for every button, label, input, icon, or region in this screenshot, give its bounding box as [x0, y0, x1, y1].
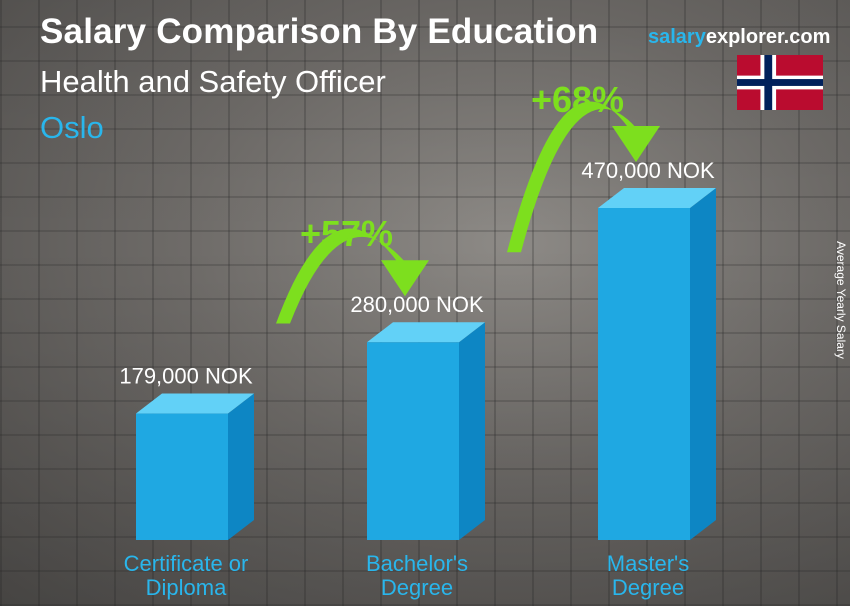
- category-label-2-1: Degree: [612, 575, 684, 600]
- value-label-1: 280,000 NOK: [350, 292, 484, 317]
- city-label: Oslo: [40, 110, 104, 145]
- increase-arrowhead-1: [612, 126, 660, 162]
- bar-1: [367, 342, 459, 540]
- bar-top-1: [367, 322, 485, 343]
- category-label-0-0: Certificate or: [124, 551, 249, 576]
- increase-arrowhead-0: [381, 260, 429, 297]
- bar-side-0: [228, 393, 254, 540]
- bar-top-2: [598, 188, 716, 208]
- category-label-0-1: Diploma: [146, 575, 227, 600]
- bar-0: [136, 413, 228, 540]
- increase-label-0: +57%: [300, 213, 393, 254]
- category-label-1-0: Bachelor's: [366, 551, 468, 576]
- category-label-1-1: Degree: [381, 575, 453, 600]
- increase-arrow-1: [507, 101, 638, 253]
- chart-title: Salary Comparison By Education: [40, 12, 599, 51]
- category-label-2-0: Master's: [607, 551, 689, 576]
- bar-side-1: [459, 322, 485, 540]
- job-title: Health and Safety Officer: [40, 64, 386, 99]
- value-label-2: 470,000 NOK: [581, 158, 715, 183]
- bar-side-2: [690, 188, 716, 540]
- value-label-0: 179,000 NOK: [119, 364, 253, 389]
- bar-2: [598, 208, 690, 540]
- norway-flag-icon: [737, 55, 823, 110]
- bar-top-0: [136, 393, 254, 414]
- increase-label-1: +68%: [531, 79, 624, 120]
- increase-arrow-0: [276, 228, 407, 324]
- brand-part-explorer: explorer.com: [705, 26, 831, 48]
- brand-logo[interactable]: salaryexplorer.com: [648, 26, 830, 49]
- brand-part-salary: salary: [648, 26, 706, 48]
